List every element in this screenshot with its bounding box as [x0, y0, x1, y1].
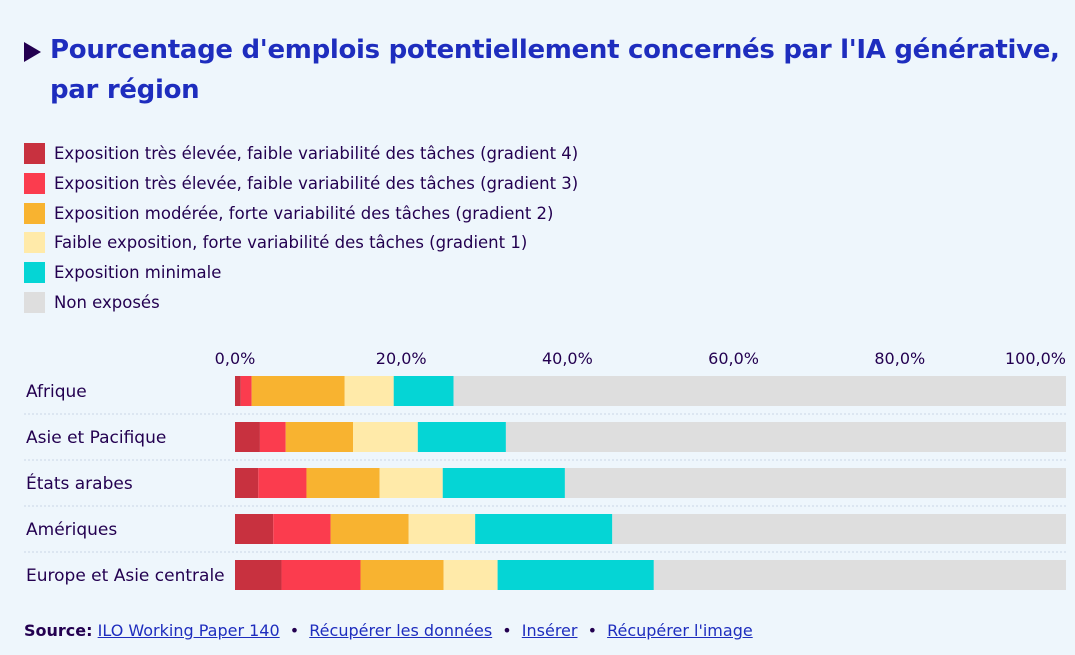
download-data-link[interactable]: Récupérer les données — [309, 621, 493, 640]
x-tick-label: 40,0% — [542, 349, 593, 368]
bar-segment — [564, 468, 1066, 498]
separator: • — [502, 621, 512, 640]
source-label: Source: — [24, 621, 93, 640]
chart-title-block: Pourcentage d'emplois potentiellement co… — [24, 30, 1064, 110]
bar-segment — [281, 560, 361, 590]
category-label: Amériques — [26, 520, 117, 540]
bar-segment — [443, 560, 498, 590]
bar-segment — [235, 468, 259, 498]
embed-link[interactable]: Insérer — [521, 621, 578, 640]
source-line: Source: ILO Working Paper 140 • Récupére… — [24, 621, 753, 640]
bar-segment — [259, 422, 286, 452]
legend-label: Exposition minimale — [54, 263, 222, 283]
bar-segment — [360, 560, 444, 590]
bar-segment — [505, 422, 1066, 452]
x-tick-label: 80,0% — [874, 349, 925, 368]
legend: Exposition très élevée, faible variabili… — [24, 139, 578, 317]
bar-segment — [353, 422, 418, 452]
legend-item: Faible exposition, forte variabilité des… — [24, 228, 578, 258]
legend-swatch — [24, 262, 45, 284]
bar-segment — [379, 468, 443, 498]
legend-label: Non exposés — [54, 292, 160, 312]
category-label: États arabes — [26, 472, 133, 494]
bar-segment — [306, 468, 380, 498]
x-tick-label: 0,0% — [215, 349, 256, 368]
legend-label: Exposition très élevée, faible variabili… — [54, 174, 579, 194]
bar-segment — [497, 560, 654, 590]
bar-segment — [393, 376, 454, 406]
bar-segment — [235, 376, 241, 406]
bar-segment — [453, 376, 1067, 406]
legend-label: Faible exposition, forte variabilité des… — [54, 233, 528, 253]
legend-swatch — [24, 143, 45, 165]
bar-segment — [285, 422, 354, 452]
source-link[interactable]: ILO Working Paper 140 — [97, 621, 280, 640]
bar-segment — [235, 514, 274, 544]
bar-segment — [235, 422, 260, 452]
bar-segment — [344, 376, 394, 406]
bar-segment — [442, 468, 565, 498]
legend-swatch — [24, 173, 45, 195]
bar-chart: 0,0% 20,0% 40,0% 60,0% 80,0% 100,0% Afrique Asi… — [24, 349, 1067, 590]
category-label: Europe et Asie centrale — [26, 566, 225, 586]
legend-item: Exposition très élevée, faible variabili… — [24, 139, 578, 169]
bar-segment — [330, 514, 409, 544]
bar-segment — [258, 468, 307, 498]
category-label: Afrique — [26, 382, 87, 402]
bar-segment — [251, 376, 345, 406]
legend-item: Non exposés — [24, 287, 578, 317]
x-tick-label: 60,0% — [708, 349, 759, 368]
legend-swatch — [24, 232, 45, 254]
bar-segment — [235, 560, 282, 590]
x-tick-label: 100,0% — [1005, 349, 1066, 368]
chart-title: Pourcentage d'emplois potentiellement co… — [50, 35, 1060, 105]
download-image-link[interactable]: Récupérer l'image — [607, 621, 753, 640]
legend-item: Exposition modérée, forte variabilité de… — [24, 198, 578, 228]
bar-segment — [417, 422, 506, 452]
x-tick-label: 20,0% — [376, 349, 427, 368]
legend-item: Exposition très élevée, faible variabili… — [24, 169, 578, 199]
legend-item: Exposition minimale — [24, 258, 578, 288]
bar-segment — [240, 376, 252, 406]
bar-segment — [653, 560, 1066, 590]
bar-segment — [273, 514, 331, 544]
legend-swatch — [24, 291, 45, 313]
legend-swatch — [24, 202, 45, 224]
bar-segment — [408, 514, 476, 544]
separator: • — [289, 621, 300, 640]
bar-segment — [475, 514, 613, 544]
title-arrow-icon — [24, 42, 41, 62]
separator: • — [587, 621, 597, 640]
legend-label: Exposition modérée, forte variabilité de… — [54, 203, 554, 223]
bar-segment — [612, 514, 1066, 544]
legend-label: Exposition très élevée, faible variabili… — [54, 144, 579, 164]
category-label: Asie et Pacifique — [26, 428, 166, 448]
